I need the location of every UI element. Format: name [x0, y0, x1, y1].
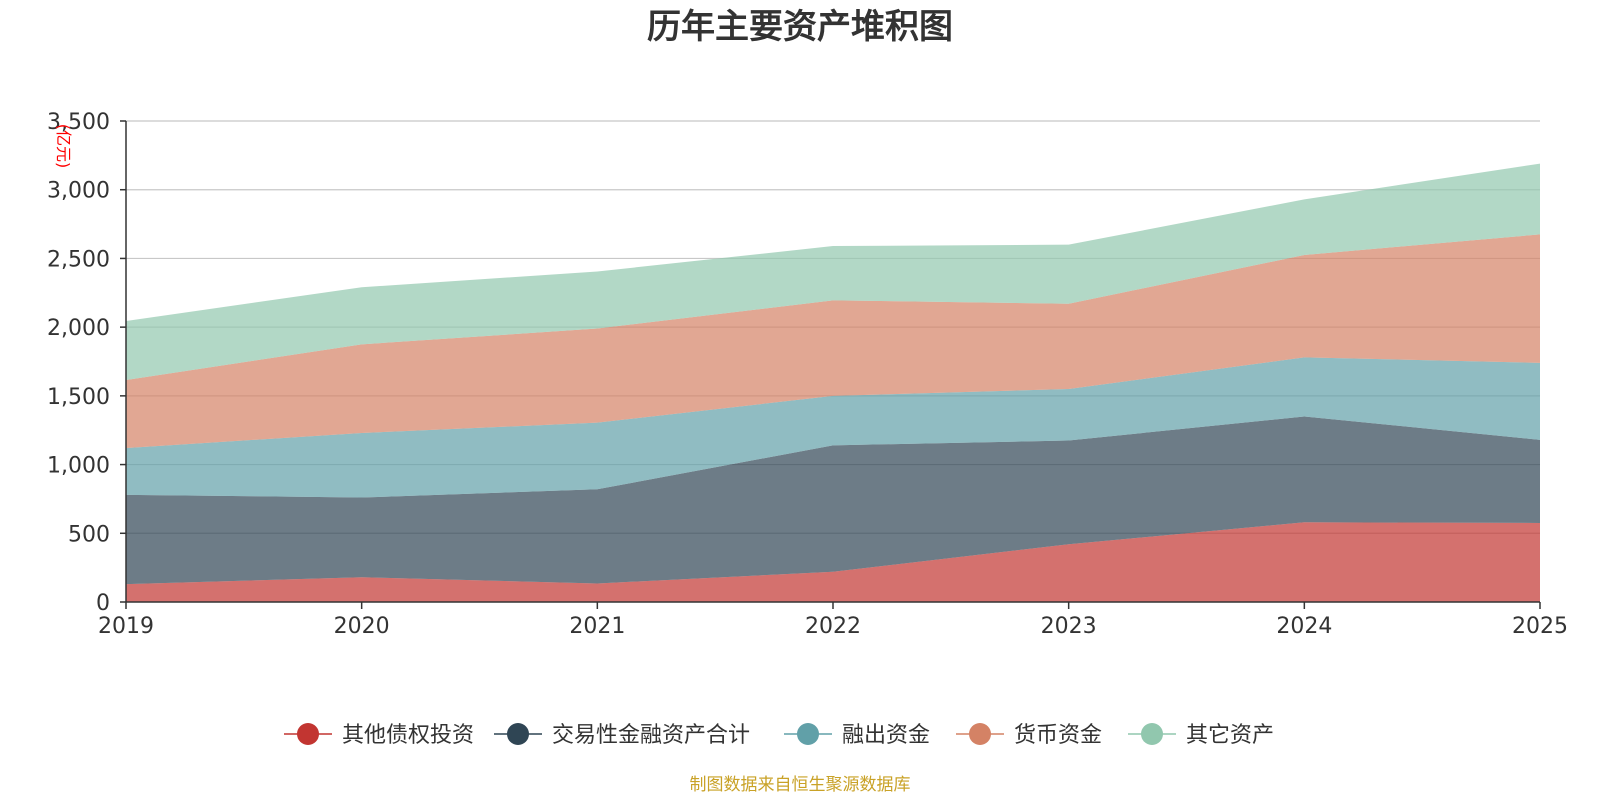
- area-融出资金: [126, 357, 1540, 498]
- area-series: [126, 163, 1540, 602]
- legend: 其他债权投资 交易性金融资产合计 融出资金 货币资金 其它资产: [284, 723, 1274, 748]
- y-tick-label: 0: [96, 591, 110, 616]
- y-tick-label: 3,500: [47, 110, 110, 135]
- legend-label: 货币资金: [1014, 723, 1102, 748]
- legend-marker: [297, 723, 319, 745]
- y-tick-label: 1,500: [47, 385, 110, 410]
- legend-item: 其它资产: [1128, 723, 1274, 748]
- y-tick-label: 500: [68, 522, 110, 547]
- chart-title: 历年主要资产堆积图: [647, 7, 953, 47]
- x-axis-ticks: 2019 2020 2021 2022 2023 2024 2025: [98, 614, 1568, 639]
- y-tick-label: 1,000: [47, 454, 110, 479]
- legend-marker: [969, 723, 991, 745]
- legend-marker: [797, 723, 819, 745]
- x-tick-label: 2022: [805, 614, 861, 639]
- x-tick-label: 2023: [1041, 614, 1097, 639]
- legend-item: 交易性金融资产合计: [494, 723, 750, 748]
- legend-item: 融出资金: [784, 723, 930, 748]
- area-交易性金融资产合计: [126, 416, 1540, 585]
- area-其它资产: [126, 163, 1540, 381]
- y-axis-unit-label: (亿元): [54, 124, 73, 169]
- x-tick-label: 2025: [1512, 614, 1568, 639]
- x-tick-label: 2021: [569, 614, 625, 639]
- x-tick-label: 2024: [1276, 614, 1332, 639]
- legend-item: 货币资金: [956, 723, 1102, 748]
- legend-label: 其他债权投资: [342, 723, 474, 748]
- area-其他债权投资: [126, 522, 1540, 602]
- y-axis-ticks: 0 500 1,000 1,500 2,000 2,500 3,000 3,500: [47, 110, 110, 616]
- y-tick-label: 2,500: [47, 247, 110, 272]
- legend-label: 融出资金: [842, 723, 930, 748]
- data-source-note: 制图数据来自恒生聚源数据库: [690, 775, 911, 795]
- legend-label: 交易性金融资产合计: [552, 723, 750, 748]
- legend-item: 其他债权投资: [284, 723, 474, 748]
- x-tick-label: 2019: [98, 614, 154, 639]
- legend-label: 其它资产: [1186, 723, 1274, 748]
- legend-marker: [1141, 723, 1163, 745]
- y-tick-label: 3,000: [47, 179, 110, 204]
- y-tick-label: 2,000: [47, 316, 110, 341]
- axes: [120, 120, 1541, 609]
- legend-marker: [507, 723, 529, 745]
- area-货币资金: [126, 234, 1540, 449]
- x-tick-label: 2020: [334, 614, 390, 639]
